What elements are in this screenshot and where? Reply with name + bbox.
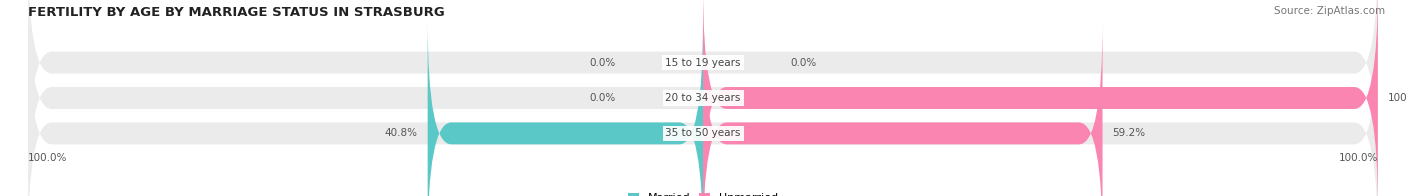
Text: 20 to 34 years: 20 to 34 years (665, 93, 741, 103)
FancyBboxPatch shape (28, 0, 1378, 196)
Text: Source: ZipAtlas.com: Source: ZipAtlas.com (1274, 6, 1385, 16)
FancyBboxPatch shape (427, 20, 703, 196)
Text: 100.0%: 100.0% (1388, 93, 1406, 103)
Text: 15 to 19 years: 15 to 19 years (665, 58, 741, 68)
Text: 100.0%: 100.0% (1339, 153, 1378, 163)
FancyBboxPatch shape (28, 0, 1378, 176)
FancyBboxPatch shape (28, 20, 1378, 196)
Text: 0.0%: 0.0% (589, 93, 616, 103)
FancyBboxPatch shape (703, 0, 1378, 196)
FancyBboxPatch shape (703, 20, 1102, 196)
Text: FERTILITY BY AGE BY MARRIAGE STATUS IN STRASBURG: FERTILITY BY AGE BY MARRIAGE STATUS IN S… (28, 6, 444, 19)
Text: 0.0%: 0.0% (790, 58, 817, 68)
Legend: Married, Unmarried: Married, Unmarried (623, 188, 783, 196)
Text: 0.0%: 0.0% (589, 58, 616, 68)
Text: 59.2%: 59.2% (1112, 128, 1146, 138)
Text: 40.8%: 40.8% (384, 128, 418, 138)
Text: 35 to 50 years: 35 to 50 years (665, 128, 741, 138)
Text: 100.0%: 100.0% (28, 153, 67, 163)
